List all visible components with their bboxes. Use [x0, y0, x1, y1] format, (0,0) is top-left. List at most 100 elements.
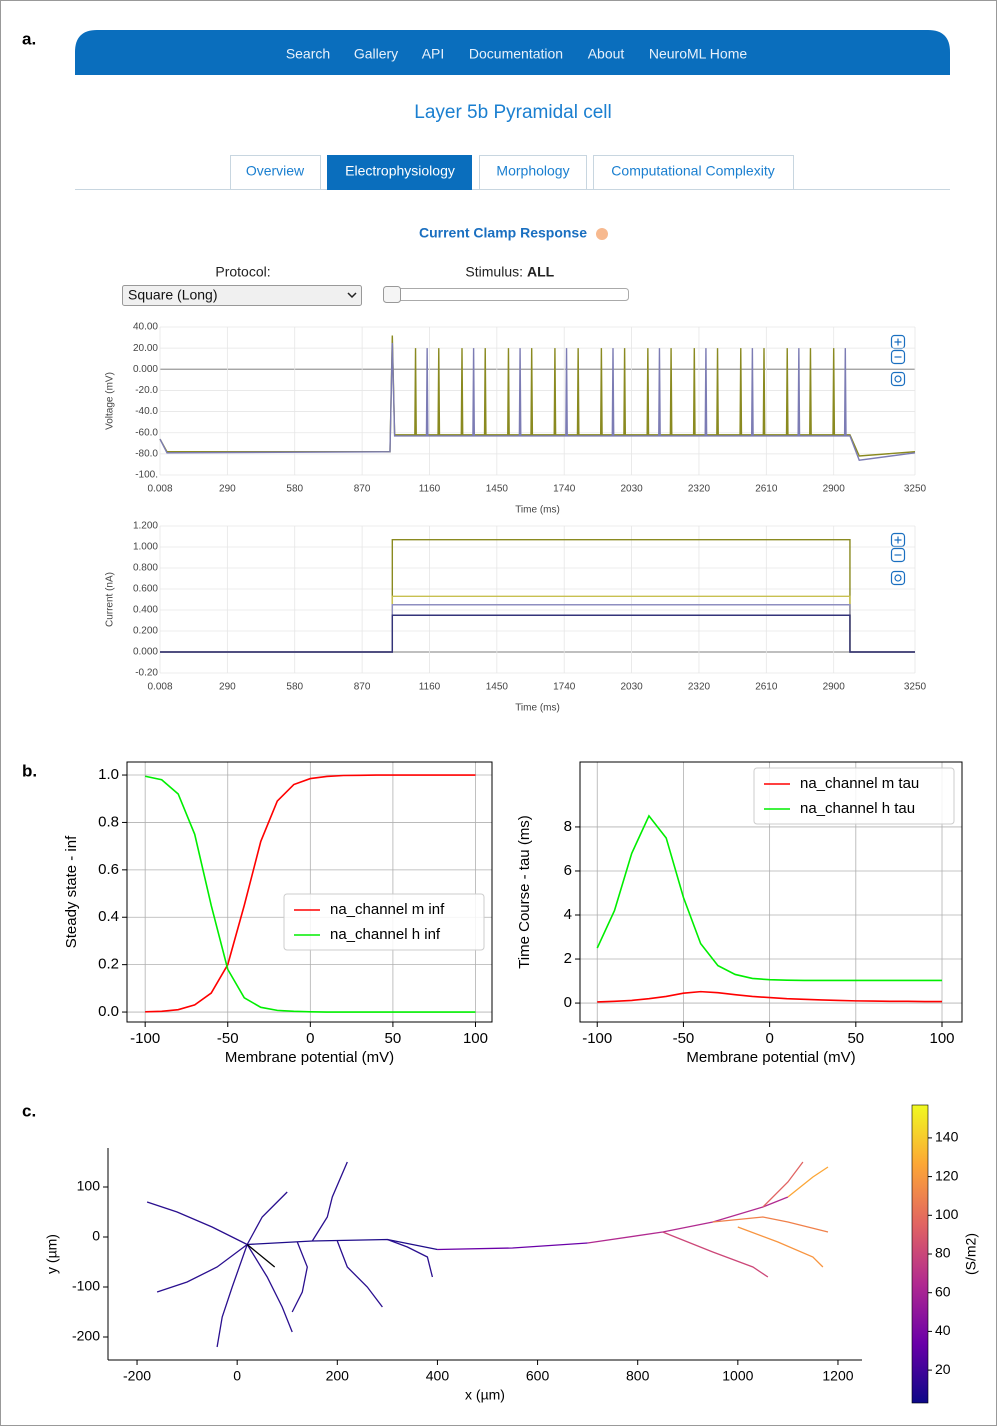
dendrite	[246, 1191, 288, 1245]
x-tick-label: 1160	[419, 484, 441, 495]
x-axis-label: Time (ms)	[515, 703, 560, 714]
y-tick-label: 0.600	[133, 584, 158, 595]
x-tick-label: 800	[626, 1368, 650, 1384]
colorbar-tick-label: 80	[935, 1245, 951, 1261]
slider-handle[interactable]	[383, 286, 401, 303]
tab[interactable]	[230, 155, 321, 190]
x-tick-label: 290	[219, 682, 236, 693]
reset-icon	[894, 574, 902, 582]
dendrite	[387, 1238, 434, 1278]
y-tick-label: 0.2	[98, 956, 119, 973]
x-tick-label: 600	[526, 1368, 550, 1384]
protocol-label: Protocol:	[215, 264, 270, 280]
y-tick-label: 0.0	[98, 1003, 119, 1020]
dendrite	[311, 1161, 348, 1242]
y-tick-label: -0.20	[135, 668, 158, 679]
info-icon[interactable]	[596, 228, 608, 240]
x-tick-label: -100	[582, 1030, 612, 1047]
colorbar-tick-label: 100	[935, 1206, 959, 1222]
protocol-select[interactable]	[122, 285, 362, 306]
x-tick-label: 870	[354, 484, 371, 495]
colorbar-tick-label: 120	[935, 1167, 959, 1183]
y-tick-label: 8	[564, 818, 572, 835]
panel-label: c.	[22, 1101, 36, 1120]
colorbar-tick-label: 60	[935, 1283, 951, 1299]
select-arrow	[347, 292, 357, 299]
panel-label: a.	[22, 29, 36, 48]
data-line	[160, 614, 915, 653]
y-tick-label: -200	[72, 1328, 100, 1344]
x-tick-label: 100	[929, 1030, 954, 1047]
y-tick-label: 6	[564, 862, 572, 879]
y-tick-label: 40.00	[133, 322, 158, 333]
protocol-value[interactable]: Square (Long)	[128, 287, 218, 303]
colorbar-tick-label: 140	[935, 1129, 959, 1145]
x-tick-label: 1450	[486, 682, 509, 693]
x-tick-label: 50	[847, 1030, 864, 1047]
stimulus-slider[interactable]	[383, 288, 629, 301]
axes-frame	[126, 761, 493, 1023]
y-tick-label: 0.8	[98, 813, 119, 830]
colorbar-tick-label: 40	[935, 1322, 951, 1338]
x-tick-label: 2030	[620, 682, 643, 693]
tab[interactable]	[479, 155, 587, 190]
y-tick-label: 0.000	[133, 364, 158, 375]
x-tick-label: 0	[233, 1368, 241, 1384]
x-tick-label: 400	[426, 1368, 450, 1384]
y-tick-label: -60.0	[135, 427, 158, 438]
dendrite	[247, 1238, 438, 1251]
x-tick-label: 100	[463, 1030, 488, 1047]
nav-link[interactable]: Search	[286, 46, 330, 62]
panel-label: b.	[22, 761, 37, 780]
x-tick-label: -100	[130, 1030, 160, 1047]
x-tick-label: 1200	[822, 1368, 853, 1384]
tab-active[interactable]	[327, 155, 472, 190]
nav-bar	[75, 30, 950, 75]
x-tick-label: 2900	[823, 682, 846, 693]
y-tick-label: 0.6	[98, 861, 119, 878]
x-tick-label: 2320	[688, 682, 711, 693]
nav-link[interactable]: API	[422, 46, 445, 62]
x-tick-label: 290	[219, 484, 236, 495]
nav-link[interactable]: NeuroML Home	[649, 46, 748, 62]
dendrite	[336, 1240, 383, 1308]
x-axis-label: Time (ms)	[515, 505, 560, 516]
colorbar-label: (S/m2)	[963, 1233, 979, 1275]
x-tick-label: 200	[326, 1368, 350, 1384]
y-tick-label: -20.0	[135, 385, 158, 396]
page-title: Layer 5b Pyramidal cell	[414, 102, 611, 123]
nav-link[interactable]: Gallery	[354, 46, 398, 62]
axes-frame	[579, 761, 963, 1023]
section-title: Current Clamp Response	[419, 225, 587, 241]
y-tick-label: -100.	[135, 470, 158, 481]
y-tick-label: 0	[92, 1228, 100, 1244]
reset-icon	[894, 375, 902, 383]
dendrite	[737, 1226, 824, 1268]
legend-label: na_channel m inf	[330, 901, 445, 918]
x-tick-label: 1000	[722, 1368, 753, 1384]
tab-label[interactable]: Overview	[246, 163, 305, 179]
y-tick-label: 0.000	[133, 647, 158, 658]
y-tick-label: 2	[564, 950, 572, 967]
y-tick-label: 0	[564, 994, 572, 1011]
nav-link[interactable]: About	[588, 46, 625, 62]
dendrite	[146, 1201, 248, 1246]
tab-label[interactable]: Electrophysiology	[345, 163, 455, 179]
y-tick-label: 0.200	[133, 626, 158, 637]
y-tick-label: 1.200	[133, 521, 158, 532]
x-tick-label: -200	[123, 1368, 151, 1384]
x-tick-label: 2610	[755, 484, 778, 495]
x-tick-label: 870	[354, 682, 371, 693]
dendrite	[216, 1244, 248, 1348]
dendrite	[246, 1243, 276, 1268]
tab-label[interactable]: Morphology	[496, 163, 569, 179]
x-axis-label: Membrane potential (mV)	[686, 1049, 855, 1066]
x-tick-label: 580	[286, 682, 303, 693]
tab[interactable]	[593, 155, 794, 190]
data-line	[159, 335, 916, 457]
y-axis-label: Current (nA)	[105, 572, 116, 627]
stimulus-value: ALL	[527, 264, 555, 280]
nav-link[interactable]: Documentation	[469, 46, 563, 62]
tab-label[interactable]: Computational Complexity	[611, 163, 774, 179]
